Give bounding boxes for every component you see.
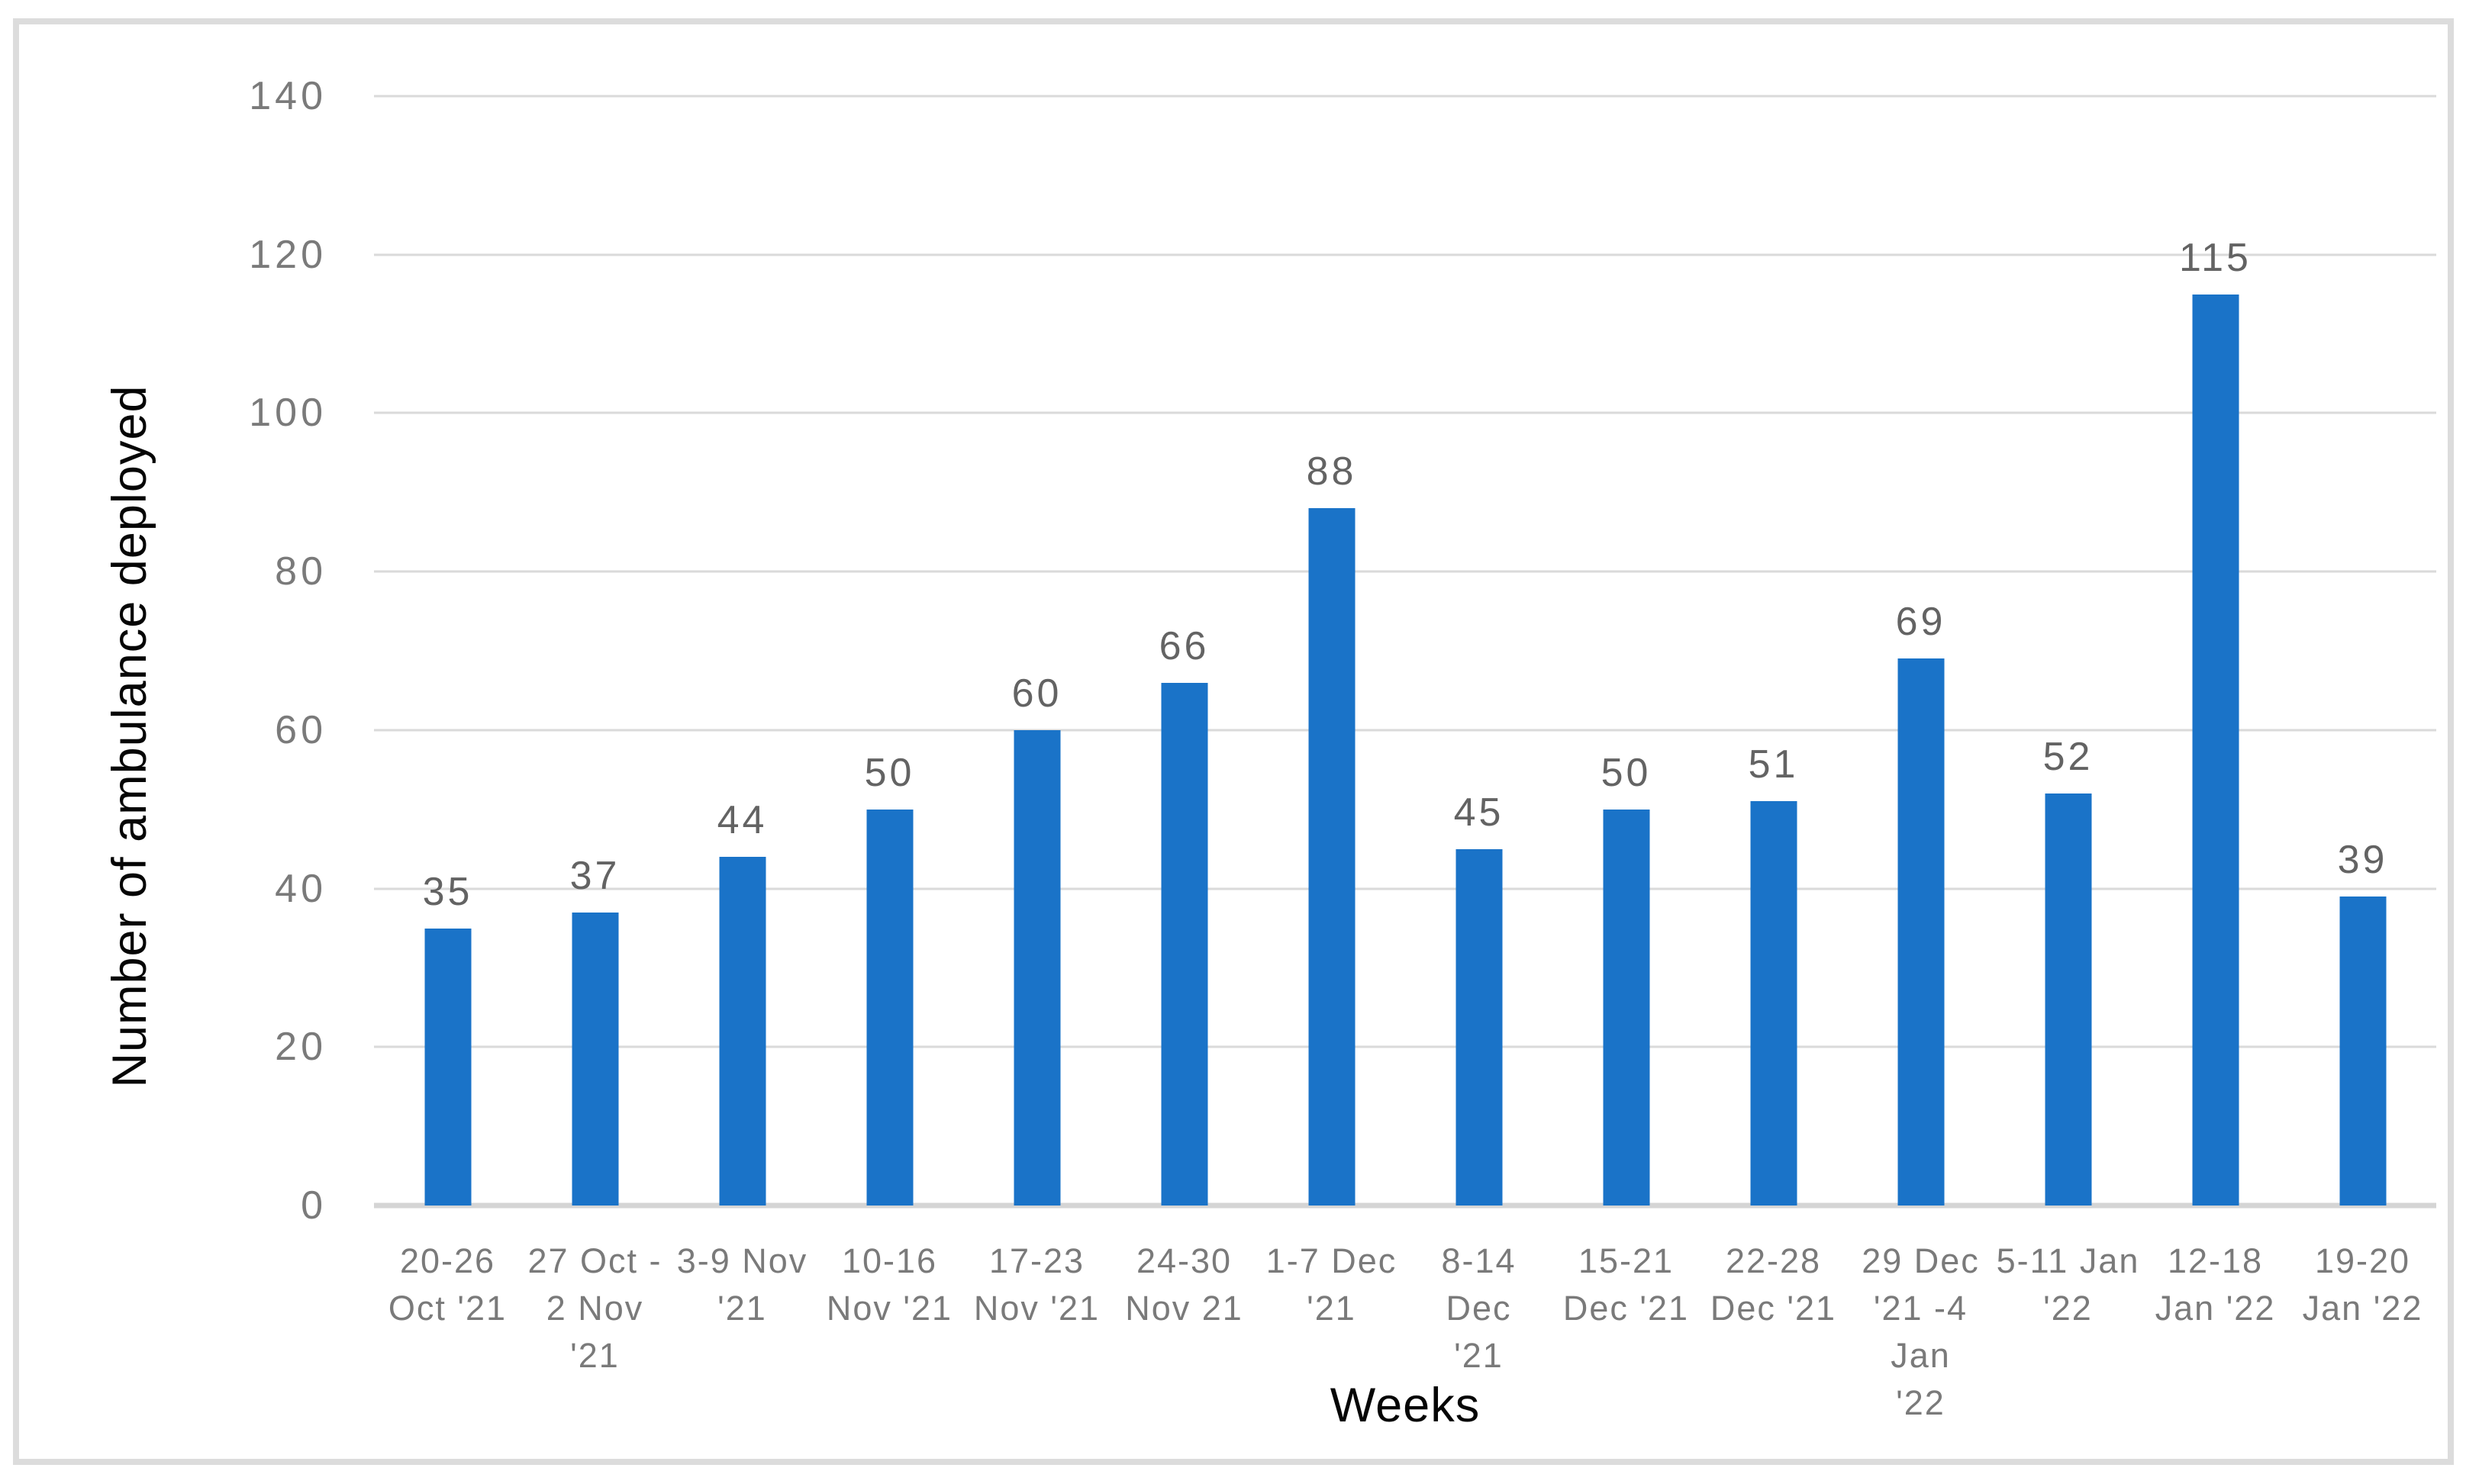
bar [1897,658,1944,1206]
x-tick-label: 27 Oct - 2 Nov '21 [527,1241,662,1375]
bar-value-label: 69 [1895,600,1946,645]
bar-group: 45 [1405,96,1552,1206]
x-tick-label: 17-23 Nov '21 [973,1241,1101,1328]
plot-area: 35 37 44 50 60 66 [374,95,2436,1209]
bar-group: 37 [521,96,669,1206]
x-tick-label: 12-18 Jan '22 [2155,1241,2276,1328]
x-tick-label: 1-7 Dec '21 [1265,1241,1397,1328]
bar [2192,294,2239,1206]
bar-value-label: 66 [1159,623,1210,668]
bar-group: 52 [1994,96,2142,1206]
bar-group: 66 [1111,96,1258,1206]
bar-group: 51 [1700,96,1847,1206]
y-tick-label-20: 20 [275,1025,327,1070]
x-tick-label: 3-9 Nov '21 [676,1241,808,1328]
x-tick-label: 19-20 Jan '22 [2302,1241,2423,1328]
bar-group: 44 [669,96,816,1206]
y-tick-label-80: 80 [275,549,327,594]
y-tick-label-60: 60 [275,707,327,752]
x-tick-label: 20-26 Oct '21 [388,1241,508,1328]
x-tick-label: 8-14 Dec '21 [1441,1241,1517,1375]
bar-value-label: 51 [1748,742,1799,787]
bar-value-label: 39 [2337,837,2388,882]
bar-value-label: 50 [1601,750,1652,795]
y-tick-label-120: 120 [249,232,327,277]
x-tick-label: 15-21 Dec '21 [1562,1241,1690,1328]
y-tick-label-40: 40 [275,866,327,911]
bar-value-label: 60 [1011,671,1062,716]
chart-border [13,18,2454,1465]
bar [2045,793,2091,1206]
gridline-40 [374,887,2436,890]
bars-container: 35 37 44 50 60 66 [374,96,2436,1206]
bar [1455,848,1502,1206]
bar-group: 39 [2289,96,2436,1206]
bar-value-label: 88 [1306,449,1357,494]
x-tick-label: 24-30 Nov 21 [1125,1241,1243,1328]
y-tick-label-0: 0 [301,1183,327,1228]
bar-group: 50 [1552,96,1700,1206]
bar-value-label: 45 [1453,790,1504,835]
y-tick-label-100: 100 [249,391,327,436]
bar [2339,896,2386,1206]
gridline-100 [374,411,2436,414]
bar [719,857,766,1206]
bar-group: 88 [1258,96,1405,1206]
bar-group: 50 [816,96,963,1206]
bar-value-label: 115 [2179,235,2252,280]
x-tick-label: 22-28 Dec '21 [1710,1241,1837,1328]
bar [572,912,618,1206]
y-tick-label-140: 140 [249,74,327,118]
bar [1014,729,1060,1206]
gridline-120 [374,253,2436,256]
gridline-60 [374,729,2436,732]
bar [1308,508,1355,1206]
gridline-20 [374,1045,2436,1048]
x-tick-label: 10-16 Nov '21 [826,1241,953,1328]
bar-group: 115 [2142,96,2289,1206]
bar-value-label: 50 [864,750,915,795]
bar-group: 69 [1847,96,1994,1206]
bar-value-label: 52 [2042,734,2094,779]
y-axis-tick-labels: 140 120 100 80 60 40 20 0 [0,74,327,1228]
bar-group: 35 [374,96,521,1206]
x-axis-tick-labels: 20-26 Oct '21 27 Oct - 2 Nov '21 3-9 Nov… [374,1238,2436,1427]
bar [1161,682,1207,1206]
bar [1750,801,1797,1206]
bar-value-label: 35 [422,869,473,914]
x-tick-label: 29 Dec '21 -4 Jan '22 [1862,1241,1980,1422]
bar [424,928,471,1206]
bar-value-label: 37 [569,853,621,898]
x-axis-title: Weeks [1330,1379,1481,1432]
bar [866,809,913,1206]
x-tick-label: 5-11 Jan '22 [1996,1241,2140,1328]
bar [1603,809,1649,1206]
gridline-140 [374,95,2436,98]
bar-value-label: 44 [717,798,768,843]
bar-group: 60 [963,96,1111,1206]
x-axis-line [374,1202,2436,1209]
gridline-80 [374,570,2436,573]
